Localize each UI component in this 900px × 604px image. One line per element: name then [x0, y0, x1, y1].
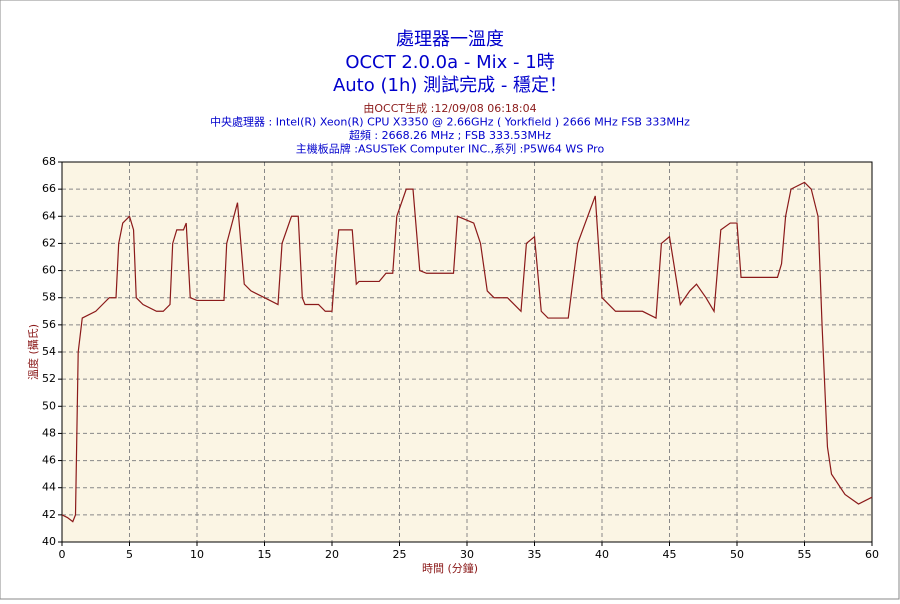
x-tick-label: 45 [663, 548, 677, 561]
info-line: 超頻 : 2668.26 MHz ; FSB 333.53MHz [349, 128, 551, 142]
info-line: 中央處理器 : Intel(R) Xeon(R) CPU X3350 @ 2.6… [210, 115, 690, 129]
y-tick-label: 40 [42, 535, 56, 548]
x-tick-label: 20 [325, 548, 339, 561]
y-tick-label: 48 [42, 426, 56, 439]
x-axis-label: 時間 (分鐘) [422, 561, 478, 575]
y-tick-label: 56 [42, 318, 56, 331]
y-tick-label: 58 [42, 291, 56, 304]
y-tick-label: 52 [42, 372, 56, 385]
x-tick-label: 25 [393, 548, 407, 561]
y-tick-label: 62 [42, 236, 56, 249]
y-tick-label: 42 [42, 508, 56, 521]
chart-title: 處理器一溫度 [396, 29, 504, 50]
x-tick-label: 35 [528, 548, 542, 561]
y-axis-label: 溫度 (攝氏) [26, 324, 40, 380]
x-tick-label: 50 [730, 548, 744, 561]
x-tick-label: 15 [258, 548, 272, 561]
temperature-line [61, 181, 873, 523]
info-line: 由OCCT生成 :12/09/08 06:18:04 [363, 101, 536, 115]
plot-border [61, 161, 873, 543]
y-tick-label: 64 [42, 209, 56, 222]
y-tick-label: 46 [42, 454, 56, 467]
x-tick-label: 10 [190, 548, 204, 561]
x-tick-label: 40 [595, 548, 609, 561]
info-line: 主機板品牌 :ASUSTeK Computer INC.,系列 :P5W64 W… [296, 142, 605, 156]
y-tick-label: 50 [42, 399, 56, 412]
chart-status: Auto (1h) 測試完成 - 穩定！ [333, 75, 567, 96]
x-tick-label: 55 [798, 548, 812, 561]
y-tick-label: 44 [42, 481, 56, 494]
x-tick-label: 0 [59, 548, 66, 561]
x-tick-label: 30 [460, 548, 474, 561]
y-tick-label: 66 [42, 182, 56, 195]
y-tick-label: 60 [42, 264, 56, 277]
y-tick-label: 68 [42, 155, 56, 168]
x-tick-label: 5 [126, 548, 133, 561]
x-tick-label: 60 [865, 548, 879, 561]
chart-subtitle: OCCT 2.0.0a - Mix - 1時 [345, 52, 554, 73]
y-tick-label: 54 [42, 345, 56, 358]
